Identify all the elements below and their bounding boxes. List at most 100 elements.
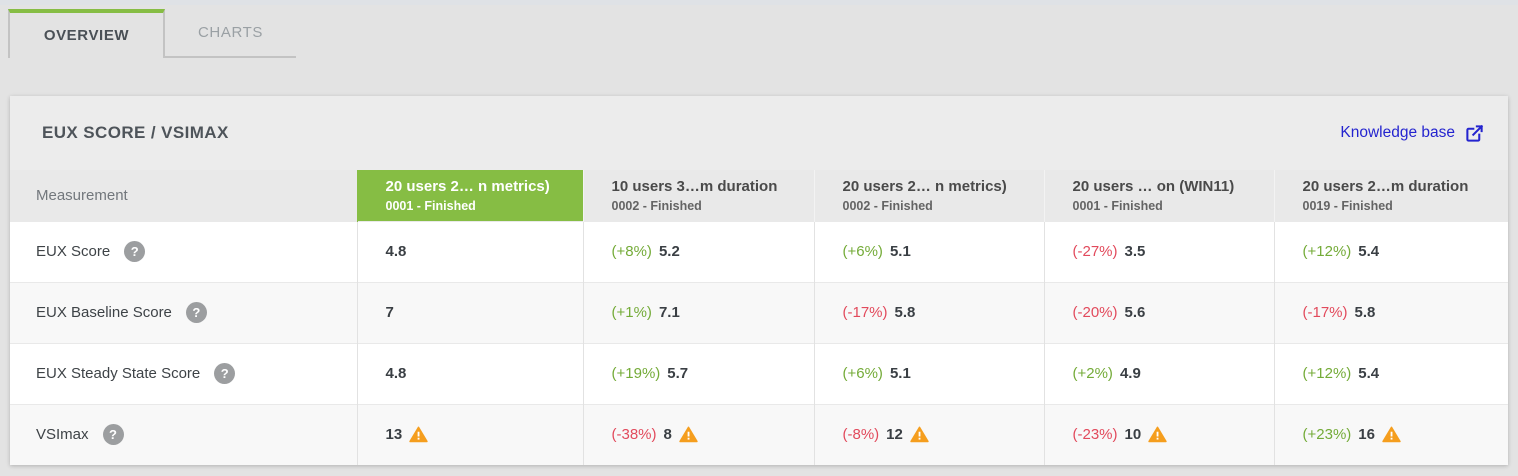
cell-value: 12 bbox=[886, 426, 903, 444]
value-cell: (-20%) 5.6 bbox=[1043, 281, 1274, 343]
warning-icon bbox=[409, 426, 428, 443]
column-title: 20 users 2… n metrics) bbox=[842, 177, 1007, 195]
value-cell: (-27%) 3.5 bbox=[1043, 220, 1274, 282]
cell-value: 16 bbox=[1358, 426, 1375, 444]
value-cell: (+1%) 7.1 bbox=[582, 281, 814, 343]
value-cell: 4.8 bbox=[356, 342, 583, 404]
cell-content: (+12%) 5.4 bbox=[1303, 365, 1508, 382]
value-cell: (-17%) 5.8 bbox=[813, 281, 1044, 343]
column-header-run-4[interactable]: 20 users … on (WIN11) 0001 - Finished bbox=[1043, 170, 1274, 221]
table-header-row: Measurement 20 users 2… n metrics) 0001 - … bbox=[10, 170, 1508, 221]
column-subtitle: 0002 - Finished bbox=[611, 198, 702, 213]
trend-percent: (-17%) bbox=[1302, 304, 1348, 321]
cell-value: 5.2 bbox=[658, 243, 680, 260]
trend-percent: (+23%) bbox=[1302, 426, 1352, 444]
value-cell: (-17%) 5.8 bbox=[1273, 281, 1508, 343]
top-strip bbox=[0, 0, 1518, 5]
cell-value: 5.8 bbox=[894, 304, 916, 321]
row-label: EUX Score bbox=[36, 243, 111, 260]
warning-icon bbox=[679, 426, 698, 443]
trend-percent: (-27%) bbox=[1072, 243, 1118, 260]
tabs-bar: OVERVIEW CHARTS bbox=[8, 9, 1518, 58]
cell-value: 5.7 bbox=[667, 365, 689, 382]
value-cell: (-23%) 10 bbox=[1043, 403, 1274, 465]
table-head: Measurement 20 users 2… n metrics) 0001 - … bbox=[10, 170, 1508, 221]
trend-percent: (-20%) bbox=[1072, 304, 1118, 321]
help-icon[interactable]: ? bbox=[185, 302, 207, 323]
eux-score-panel: EUX SCORE / VSIMAX Knowledge base Measur… bbox=[10, 96, 1508, 465]
row-label-cell: VSImax? bbox=[10, 403, 357, 465]
column-header-run-2[interactable]: 10 users 3…m duration 0002 - Finished bbox=[582, 170, 814, 221]
column-title: 20 users 2… n metrics) bbox=[385, 177, 550, 195]
cell-content: (+23%) 16 bbox=[1303, 426, 1508, 443]
cell-content: 13 bbox=[386, 426, 582, 443]
row-label: VSImax bbox=[36, 426, 89, 444]
column-title: 20 users … on (WIN11) bbox=[1072, 177, 1235, 195]
trend-percent: (+1%) bbox=[611, 304, 652, 321]
comparison-table: Measurement 20 users 2… n metrics) 0001 - … bbox=[10, 170, 1508, 465]
tab-charts[interactable]: CHARTS bbox=[165, 9, 296, 58]
trend-percent: (+12%) bbox=[1302, 365, 1352, 382]
row-label-cell: EUX Steady State Score? bbox=[10, 342, 357, 404]
value-cell: 13 bbox=[356, 403, 583, 465]
cell-value: 4.8 bbox=[385, 243, 407, 260]
column-title: 10 users 3…m duration bbox=[611, 177, 778, 195]
panel-header: EUX SCORE / VSIMAX Knowledge base bbox=[10, 96, 1508, 170]
column-subtitle: 0001 - Finished bbox=[1072, 198, 1163, 213]
trend-percent: (+19%) bbox=[611, 365, 661, 382]
help-icon[interactable]: ? bbox=[214, 363, 236, 384]
column-header-run-1[interactable]: 20 users 2… n metrics) 0001 - Finished bbox=[356, 170, 583, 221]
column-subtitle: 0002 - Finished bbox=[842, 198, 933, 213]
cell-value: 4.9 bbox=[1119, 365, 1141, 382]
column-title: 20 users 2…m duration bbox=[1302, 177, 1469, 195]
trend-percent: (+2%) bbox=[1072, 365, 1113, 382]
column-header-run-5[interactable]: 20 users 2…m duration 0019 - Finished bbox=[1273, 170, 1508, 221]
tab-overview[interactable]: OVERVIEW bbox=[8, 9, 165, 58]
trend-percent: (-38%) bbox=[611, 426, 657, 444]
knowledge-base-link[interactable]: Knowledge base bbox=[1340, 124, 1484, 143]
help-icon[interactable]: ? bbox=[102, 424, 124, 446]
cell-value: 5.1 bbox=[889, 365, 911, 382]
table-body: EUX Score? 4.8 (+8%) 5.2 (+6%) 5.1 (-27%) 3.5 (+… bbox=[10, 220, 1508, 465]
trend-percent: (+6%) bbox=[842, 365, 883, 382]
value-cell: (+6%) 5.1 bbox=[813, 220, 1044, 282]
cell-content: (+12%) 5.4 bbox=[1303, 243, 1508, 260]
row-label-cell: EUX Score? bbox=[10, 220, 357, 282]
cell-content: (-8%) 12 bbox=[843, 426, 1043, 443]
trend-percent: (+12%) bbox=[1302, 243, 1352, 260]
cell-content: (-17%) 5.8 bbox=[1303, 304, 1508, 321]
value-cell: 4.8 bbox=[356, 220, 583, 282]
cell-content: (+19%) 5.7 bbox=[612, 365, 813, 382]
column-subtitle: 0019 - Finished bbox=[1302, 198, 1393, 213]
value-cell: (+2%) 4.9 bbox=[1043, 342, 1274, 404]
cell-content: 4.8 bbox=[386, 365, 582, 382]
cell-value: 5.1 bbox=[889, 243, 911, 260]
row-label: EUX Baseline Score bbox=[36, 304, 172, 321]
column-subtitle: 0001 - Finished bbox=[385, 198, 476, 213]
value-cell: (+12%) 5.4 bbox=[1273, 220, 1508, 282]
value-cell: (+19%) 5.7 bbox=[582, 342, 814, 404]
cell-value: 8 bbox=[663, 426, 672, 444]
trend-percent: (+8%) bbox=[611, 243, 652, 260]
warning-icon bbox=[1148, 426, 1167, 443]
knowledge-base-label: Knowledge base bbox=[1340, 124, 1455, 141]
table-row: EUX Score? 4.8 (+8%) 5.2 (+6%) 5.1 (-27%) 3.5 (+… bbox=[10, 220, 1508, 282]
value-cell: 7 bbox=[356, 281, 583, 343]
value-cell: (+8%) 5.2 bbox=[582, 220, 814, 282]
cell-value: 5.6 bbox=[1124, 304, 1146, 321]
cell-value: 7 bbox=[385, 304, 394, 321]
cell-content: (-20%) 5.6 bbox=[1073, 304, 1273, 321]
cell-value: 4.8 bbox=[385, 365, 407, 382]
cell-value: 5.8 bbox=[1354, 304, 1376, 321]
cell-value: 5.4 bbox=[1358, 243, 1380, 260]
cell-value: 13 bbox=[385, 426, 403, 444]
value-cell: (+23%) 16 bbox=[1273, 403, 1508, 465]
value-cell: (-38%) 8 bbox=[582, 403, 814, 465]
external-link-icon bbox=[1465, 124, 1484, 143]
column-header-run-3[interactable]: 20 users 2… n metrics) 0002 - Finished bbox=[813, 170, 1044, 221]
help-icon[interactable]: ? bbox=[124, 241, 146, 262]
row-label-cell: EUX Baseline Score? bbox=[10, 281, 357, 343]
row-label-wrap: EUX Steady State Score? bbox=[36, 363, 356, 384]
cell-content: (-23%) 10 bbox=[1073, 426, 1273, 443]
